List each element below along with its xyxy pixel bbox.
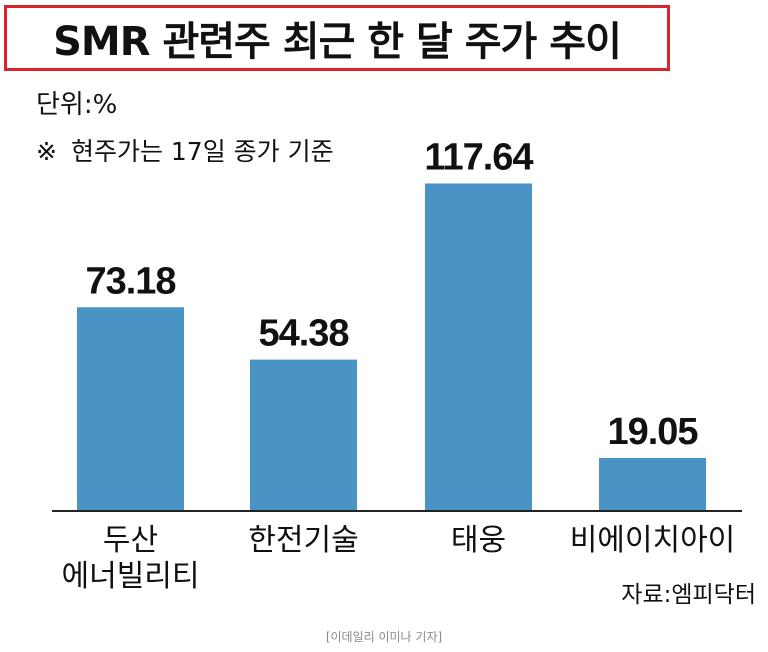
data-label: 19.05 [607,411,698,453]
note-text: 현주가는 17일 종가 기준 [70,137,334,166]
category-label: 에너빌리티 [62,559,200,594]
chart-title: SMR 관련주 최근 한 달 주가 추이 [53,19,622,65]
title-box: SMR 관련주 최근 한 달 주가 추이 [4,5,670,71]
note: ※ 현주가는 17일 종가 기준 [36,132,334,168]
category-label: 비에이치아이 [570,523,736,558]
bar [77,307,184,511]
category-label: 한전기술 [248,523,358,558]
category-label: 태웅 [451,523,506,558]
source-label: 자료:엠피닥터 [621,582,756,608]
note-mark: ※ [36,137,57,166]
bar [599,457,706,511]
category-label: 두산 [103,523,158,558]
bar [250,359,357,511]
data-label: 117.64 [424,136,533,178]
data-label: 54.38 [258,313,348,355]
photo-credit: [이데일리 이미나 기자] [325,630,443,644]
data-label: 73.18 [85,260,175,302]
bar [425,183,532,511]
unit-label: 단위:% [36,90,118,120]
